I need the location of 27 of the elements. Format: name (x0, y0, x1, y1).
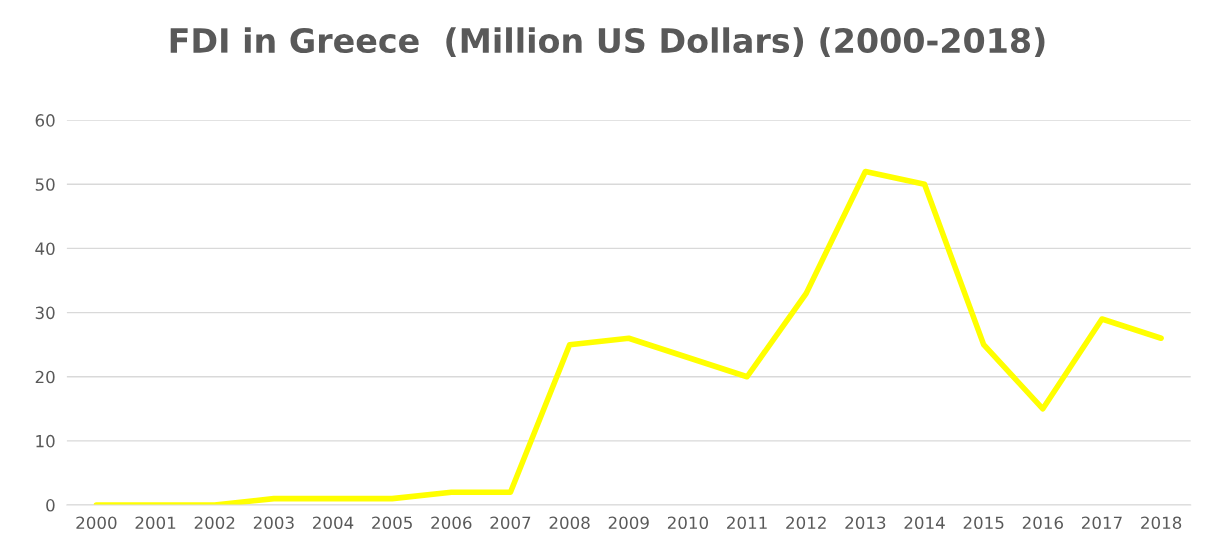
y-tick-label: 60 (35, 114, 55, 127)
x-tick-label: 2001 (135, 516, 176, 530)
x-tick-label: 2017 (1081, 516, 1122, 530)
x-tick-label: 2002 (194, 516, 235, 530)
x-tick-label: 2010 (667, 516, 709, 530)
y-tick-label: 30 (35, 306, 55, 320)
x-tick-label: 2004 (313, 516, 354, 530)
x-tick-label: 2014 (904, 516, 945, 530)
x-tick-label: 2003 (253, 516, 294, 530)
chart-title: FDI in Greece (Million US Dollars) (2000-2018) (170, 27, 1045, 58)
x-tick-label: 2013 (845, 516, 886, 530)
x-tick-label: 2006 (431, 516, 472, 530)
y-tick-label: 20 (35, 370, 55, 384)
x-tick-label: 2018 (1141, 516, 1182, 530)
x-tick-label: 2012 (786, 516, 826, 530)
y-tick-label: 40 (35, 242, 55, 255)
x-tick-label: 2009 (608, 516, 649, 530)
x-tick-label: 2011 (727, 516, 767, 530)
x-tick-label: 2016 (1022, 516, 1063, 530)
x-tick-label: 2008 (549, 516, 590, 530)
y-tick-label: 0 (46, 499, 55, 512)
x-tick-label: 2015 (963, 516, 1004, 530)
x-tick-label: 2000 (76, 516, 117, 530)
y-tick-label: 50 (35, 178, 55, 191)
x-tick-label: 2007 (490, 516, 531, 530)
y-tick-label: 10 (36, 434, 55, 448)
x-tick-label: 2005 (372, 516, 412, 530)
